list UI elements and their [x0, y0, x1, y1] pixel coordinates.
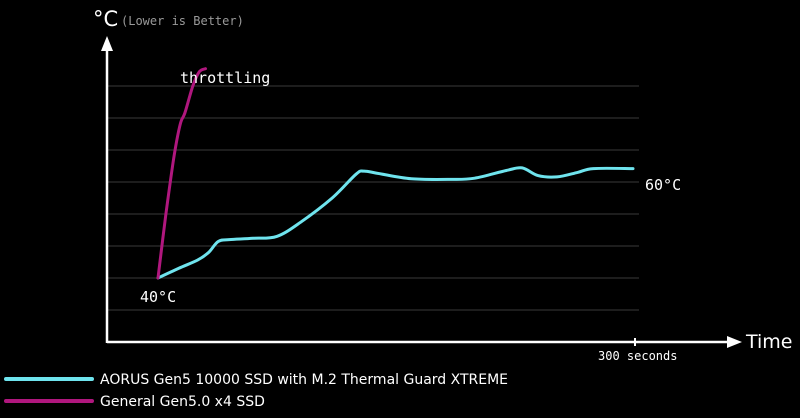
legend: AORUS Gen5 10000 SSD with M.2 Thermal Gu… [4, 372, 508, 410]
y-axis-arrow-icon [101, 36, 113, 51]
throttling-annotation: throttling [180, 69, 270, 87]
end-temp-annotation: 60°C [645, 176, 681, 194]
x-axis-label: Time [745, 331, 793, 353]
x-tick-label: 300 seconds [598, 349, 677, 363]
y-axis-label: °C [93, 7, 118, 31]
chart-grid [107, 85, 639, 311]
legend-label-general: General Gen5.0 x4 SSD [100, 394, 265, 410]
series-group [156, 67, 635, 280]
x-axis-arrow-icon [727, 336, 742, 348]
series-line-0 [156, 166, 635, 280]
y-axis-note: (Lower is Better) [121, 14, 244, 28]
legend-label-aorus: AORUS Gen5 10000 SSD with M.2 Thermal Gu… [100, 372, 508, 388]
axes [101, 36, 742, 348]
series-line-1 [156, 67, 207, 280]
start-temp-annotation: 40°C [140, 288, 176, 306]
